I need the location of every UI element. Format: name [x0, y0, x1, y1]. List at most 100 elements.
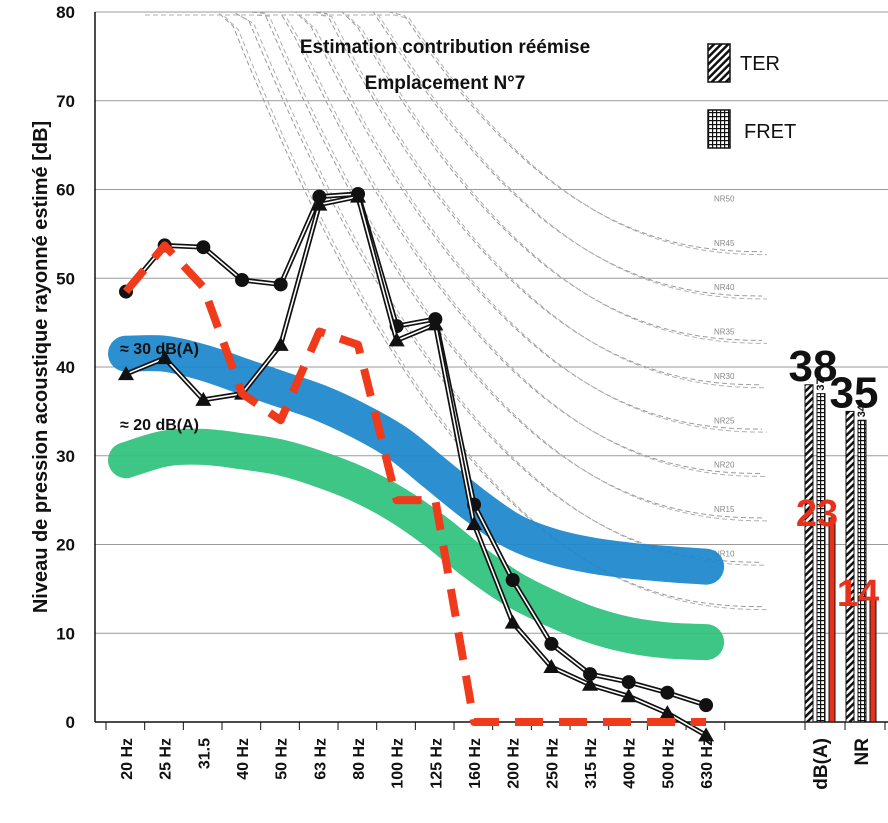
nr-curve-NR30: [140, 11, 763, 430]
nr-curve-label: NR10: [714, 549, 735, 558]
chart-title-line: Emplacement N°7: [365, 73, 526, 94]
y-tick-label: 60: [56, 181, 75, 200]
series-FRET-point: [659, 705, 676, 720]
x-tick-label: 80 Hz: [351, 738, 368, 780]
summary-bar-fret-NR: [857, 419, 867, 723]
labels: ≈ 30 dB(A) ≈ 20 dB(A) Estimation contribut…: [120, 37, 590, 434]
nr-curve-label: NR35: [714, 328, 735, 337]
series-TER-point: [660, 685, 675, 700]
nr-curves: NR10 NR15 NR20 NR25 NR30 NR35 NR40 NR45 NR50: [140, 11, 768, 611]
band-1: [108, 428, 725, 661]
chart-title-line: Estimation contribution réémise: [300, 37, 590, 58]
series-FRET-point: [543, 658, 560, 673]
x-tick-label: 250 Hz: [544, 738, 561, 789]
legend-swatch-fret: [707, 109, 731, 149]
nr-curve-NR40-shadow: [145, 14, 768, 344]
y-tick-label: 40: [56, 358, 75, 377]
legend-label-ter: TER: [740, 53, 780, 75]
series-TER-point: [544, 636, 559, 651]
series-FRET-point: [620, 688, 637, 703]
x-tick-label: 200 Hz: [506, 738, 523, 789]
nr-curve-NR20: [140, 11, 763, 519]
summary-value-ter: 35: [830, 368, 879, 417]
y-tick-label: 20: [56, 536, 75, 555]
nr-curve-NR30-shadow: [145, 14, 768, 433]
summary-bar-ter-NR: [845, 410, 855, 723]
series-FRET-point: [272, 336, 289, 351]
summary-bar-ter-dB(A): [804, 384, 814, 723]
nr-curve-label: NR25: [714, 416, 735, 425]
nr-curve-NR50: [140, 11, 763, 253]
y-tick-label: 10: [56, 624, 75, 643]
series-FRET-point: [698, 727, 715, 742]
nr-curve-NR45-shadow: [145, 14, 768, 300]
y-tick-label: 30: [56, 447, 75, 466]
nr-curve-NR15-shadow: [145, 14, 768, 566]
summary-bar-red-dB(A): [828, 517, 836, 723]
x-tick-label: 315 Hz: [583, 738, 600, 789]
series-FRET-point: [504, 614, 521, 629]
series-TER-point: [273, 277, 288, 292]
x-tick-label: 500 Hz: [660, 738, 677, 789]
x-tick-label: 100 Hz: [390, 738, 407, 789]
nr-curve-NR40: [140, 11, 763, 341]
summary-tick-label: NR: [852, 738, 873, 766]
nr-curve-NR10: [140, 11, 763, 608]
nr-curve-NR35: [140, 11, 763, 386]
y-tick-label: 50: [56, 269, 75, 288]
series-FRET-point: [582, 676, 599, 691]
x-tick-label: 630 Hz: [699, 738, 716, 789]
series-TER-point: [699, 698, 714, 713]
series-FRET-point: [118, 366, 134, 381]
series-FRET-point: [427, 316, 444, 331]
series-FRET-point: [156, 350, 173, 365]
nr-curve-NR35-shadow: [145, 14, 768, 389]
summary-bar-fret-dB(A): [816, 393, 826, 723]
nr-curve-label: NR30: [714, 372, 735, 381]
summary-tick-label: dB(A): [811, 738, 832, 790]
series-TER-line-inner: [125, 193, 707, 706]
series-TER-point: [621, 675, 636, 690]
band-0: [108, 335, 725, 585]
legend: TER FRET: [707, 43, 796, 149]
series-FRET-line-inner: [125, 195, 707, 737]
series-TER-point: [505, 573, 520, 587]
summary-value-red: 23: [796, 493, 838, 535]
legend-label-fret: FRET: [744, 121, 796, 143]
nr-curve-label: NR20: [714, 461, 735, 470]
nr-curve-label: NR50: [714, 194, 735, 203]
summary-value-ter: 38: [789, 342, 838, 391]
summary-bar-red-NR: [869, 597, 877, 723]
band-label: ≈ 20 dB(A): [120, 417, 199, 434]
x-tick-label: 31.5: [196, 738, 213, 769]
summary-value-fret: 34: [856, 404, 868, 417]
nr-curve-NR45: [140, 11, 763, 297]
y-tick-label: 70: [56, 92, 75, 111]
series-FRET-point: [466, 516, 483, 531]
series: [118, 186, 715, 742]
series-TER-point: [196, 240, 211, 255]
bands: [108, 335, 725, 661]
legend-swatch-ter: [707, 43, 731, 83]
x-tick-label: 63 Hz: [312, 738, 329, 780]
x-tick-label: 25 Hz: [158, 738, 175, 780]
series-TER-point: [235, 273, 250, 288]
nr-curve-label: NR15: [714, 505, 735, 514]
band-label: ≈ 30 dB(A): [120, 341, 199, 358]
series-red-line: [122, 241, 707, 726]
axes: 0 10 20 30 40 50 60 70 80 20 Hz 25 Hz 31.5 40 Hz 50 H…: [30, 3, 888, 790]
x-tick-label: 40 Hz: [235, 738, 252, 780]
series-FRET-point: [195, 391, 212, 406]
y-axis-label: Niveau de pression acoustique rayonné es…: [30, 121, 52, 613]
x-tick-label: 160 Hz: [467, 738, 484, 789]
nr-curve-label: NR45: [714, 239, 735, 248]
series-FRET-point: [350, 188, 367, 203]
nr-curve-label: NR40: [714, 283, 735, 292]
series-FRET-point: [388, 332, 405, 347]
nr-curve-NR20-shadow: [145, 14, 768, 522]
y-tick-label: 0: [66, 713, 75, 732]
nr-curve-NR50-shadow: [145, 14, 768, 256]
x-tick-label: 50 Hz: [274, 738, 291, 780]
